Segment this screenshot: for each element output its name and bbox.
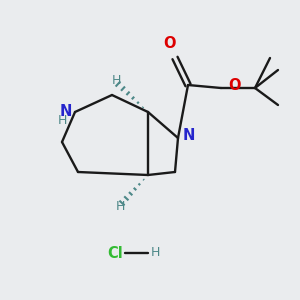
Text: H: H: [57, 113, 67, 127]
Text: H: H: [115, 200, 125, 214]
Text: Cl: Cl: [107, 245, 123, 260]
Text: O: O: [164, 36, 176, 51]
Text: H: H: [111, 74, 121, 86]
Text: N: N: [60, 103, 72, 118]
Text: H: H: [150, 247, 160, 260]
Text: N: N: [183, 128, 195, 143]
Text: O: O: [228, 79, 241, 94]
